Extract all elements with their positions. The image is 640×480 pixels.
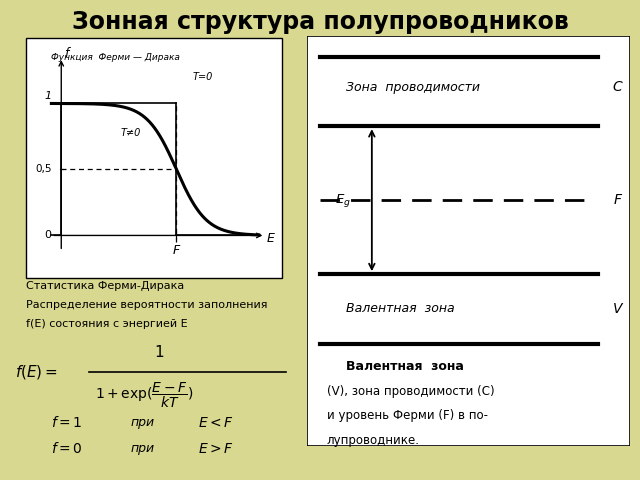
Text: Функция  Ферми — Дирака: Функция Ферми — Дирака bbox=[51, 53, 180, 62]
Bar bbox=[26, 38, 282, 278]
Text: $f = 0$: $f = 0$ bbox=[51, 441, 83, 456]
Text: $f = 1$: $f = 1$ bbox=[51, 415, 82, 431]
Text: и уровень Ферми (F) в по-: и уровень Ферми (F) в по- bbox=[326, 409, 488, 422]
Text: V: V bbox=[612, 302, 622, 316]
Text: F: F bbox=[173, 244, 180, 257]
Text: f(E) состояния с энергией E: f(E) состояния с энергией E bbox=[26, 319, 188, 329]
Text: T≠0: T≠0 bbox=[120, 129, 141, 138]
Text: C: C bbox=[612, 80, 622, 94]
Text: $1 + \mathrm{exp}(\dfrac{E - F}{kT})$: $1 + \mathrm{exp}(\dfrac{E - F}{kT})$ bbox=[95, 381, 193, 410]
Text: f: f bbox=[64, 47, 68, 60]
Text: Зонная структура полупроводников: Зонная структура полупроводников bbox=[72, 10, 568, 34]
Text: $1$: $1$ bbox=[154, 344, 164, 360]
Text: T=0: T=0 bbox=[193, 72, 213, 82]
Text: при: при bbox=[130, 442, 154, 456]
Text: Валентная  зона: Валентная зона bbox=[346, 302, 454, 315]
Text: лупроводнике.: лупроводнике. bbox=[326, 434, 420, 447]
Text: $E_g$: $E_g$ bbox=[335, 192, 351, 209]
Text: 0,5: 0,5 bbox=[35, 165, 51, 174]
Text: E: E bbox=[266, 231, 274, 245]
Text: $E > F$: $E > F$ bbox=[198, 442, 234, 456]
Text: (V), зона проводимости (C): (V), зона проводимости (C) bbox=[326, 385, 494, 398]
Text: Распределение вероятности заполнения: Распределение вероятности заполнения bbox=[26, 300, 267, 310]
Text: F: F bbox=[614, 193, 621, 207]
Text: при: при bbox=[130, 416, 154, 430]
Text: 1: 1 bbox=[44, 91, 51, 101]
Text: $E < F$: $E < F$ bbox=[198, 416, 234, 430]
Text: Статистика Ферми-Дирака: Статистика Ферми-Дирака bbox=[26, 281, 184, 291]
Text: Валентная  зона: Валентная зона bbox=[346, 360, 464, 373]
Text: $f(E) =$: $f(E) =$ bbox=[15, 363, 58, 382]
Text: Зона  проводимости: Зона проводимости bbox=[346, 81, 480, 94]
Text: 0: 0 bbox=[44, 230, 51, 240]
